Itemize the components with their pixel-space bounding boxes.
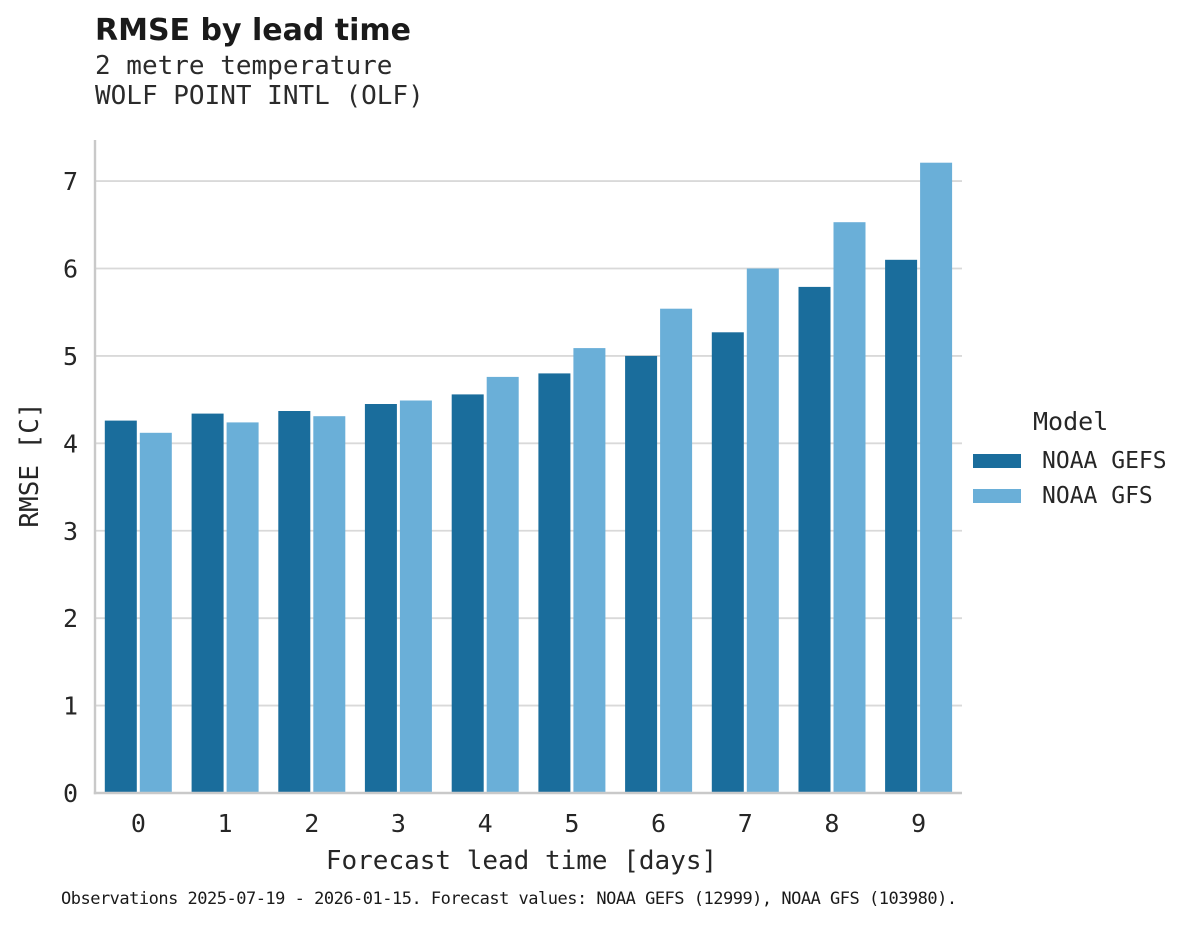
- bar-noaa-gfs-day-1: [226, 422, 259, 793]
- x-tick-label-2: 2: [304, 809, 319, 838]
- x-tick-label-6: 6: [651, 809, 666, 838]
- bar-noaa-gefs-day-7: [711, 332, 744, 793]
- bar-noaa-gfs-day-3: [399, 400, 432, 793]
- legend-label-noaa-gfs: NOAA GFS: [1042, 483, 1153, 509]
- x-tick-label-9: 9: [911, 809, 926, 838]
- bar-noaa-gefs-day-5: [538, 373, 571, 793]
- y-tick-label-4: 4: [63, 429, 78, 458]
- x-tick-label-1: 1: [218, 809, 233, 838]
- legend-item-noaa-gfs: NOAA GFS: [973, 483, 1188, 509]
- x-tick-label-0: 0: [131, 809, 146, 838]
- legend: Model NOAA GEFS NOAA GFS: [973, 407, 1188, 509]
- x-tick-label-8: 8: [824, 809, 839, 838]
- legend-label-noaa-gefs: NOAA GEFS: [1042, 448, 1167, 474]
- chart-title: RMSE by lead time: [95, 13, 411, 48]
- bar-noaa-gefs-day-6: [625, 355, 658, 793]
- y-tick-label-2: 2: [63, 604, 78, 633]
- y-tick-label-5: 5: [63, 342, 78, 371]
- bar-noaa-gfs-day-0: [139, 432, 172, 793]
- y-tick-label-1: 1: [63, 692, 78, 721]
- y-tick-label-7: 7: [63, 167, 78, 196]
- bar-noaa-gefs-day-8: [798, 286, 831, 793]
- legend-item-noaa-gefs: NOAA GEFS: [973, 448, 1188, 474]
- y-tick-label-3: 3: [63, 517, 78, 546]
- bar-noaa-gfs-day-7: [746, 268, 779, 793]
- legend-swatch-noaa-gefs-icon: [973, 454, 1021, 468]
- bar-noaa-gfs-day-9: [920, 162, 953, 793]
- y-tick-label-0: 0: [63, 779, 78, 808]
- legend-swatch-noaa-gfs-icon: [973, 489, 1021, 503]
- bar-noaa-gfs-day-6: [660, 308, 693, 793]
- bar-noaa-gefs-day-2: [278, 411, 311, 793]
- legend-title: Model: [1033, 407, 1109, 436]
- x-tick-label-3: 3: [391, 809, 406, 838]
- x-tick-label-4: 4: [478, 809, 493, 838]
- x-tick-label-5: 5: [564, 809, 579, 838]
- bar-noaa-gfs-day-2: [313, 416, 346, 793]
- x-axis-title: Forecast lead time [days]: [326, 846, 717, 876]
- bar-noaa-gefs-day-0: [104, 420, 137, 793]
- x-tick-label-7: 7: [738, 809, 753, 838]
- bar-noaa-gfs-day-4: [486, 376, 519, 793]
- bar-noaa-gefs-day-9: [885, 259, 918, 793]
- bar-noaa-gefs-day-3: [364, 404, 397, 793]
- bar-noaa-gfs-day-8: [833, 222, 866, 793]
- bar-noaa-gfs-day-5: [573, 348, 606, 793]
- footer-caption: Observations 2025-07-19 - 2026-01-15. Fo…: [61, 889, 957, 909]
- bar-noaa-gefs-day-4: [451, 394, 484, 793]
- chart-subtitle-variable: 2 metre temperature: [95, 51, 393, 81]
- chart-subtitle-station: WOLF POINT INTL (OLF): [95, 81, 424, 111]
- y-tick-label-6: 6: [63, 255, 78, 284]
- bar-noaa-gefs-day-1: [191, 413, 224, 793]
- y-axis-title: RMSE [C]: [15, 402, 45, 527]
